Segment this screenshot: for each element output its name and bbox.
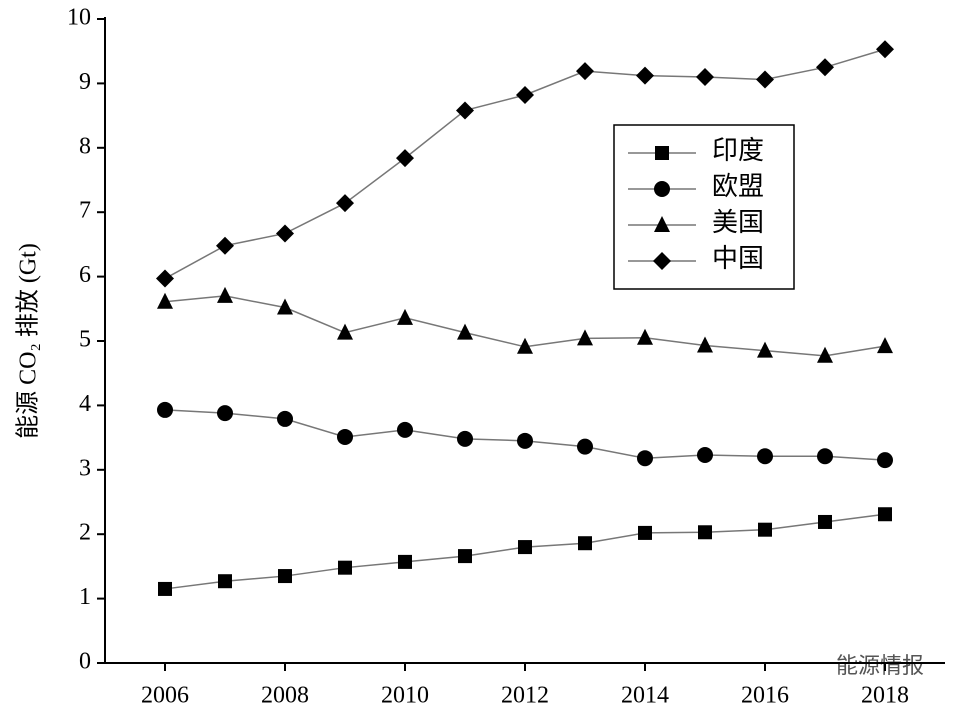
- point: [278, 569, 292, 584]
- y-axis-label: 能源 CO₂ 排放 (Gt): [15, 243, 42, 439]
- point: [276, 224, 294, 243]
- legend-label: 中国: [712, 244, 764, 273]
- point: [757, 448, 773, 465]
- point: [637, 450, 653, 467]
- legend-box: [613, 124, 795, 290]
- point: [696, 67, 714, 86]
- point: [697, 446, 713, 463]
- point: [277, 298, 293, 315]
- x-tick-label: 2018: [861, 683, 909, 709]
- point: [817, 448, 833, 465]
- y-tick-label: 3: [79, 455, 91, 481]
- point: [157, 292, 173, 309]
- point: [398, 554, 412, 569]
- x-tick-label: 2008: [261, 683, 309, 709]
- point: [877, 337, 893, 354]
- point: [157, 401, 173, 418]
- point: [876, 40, 894, 59]
- y-tick-label: 10: [67, 5, 91, 31]
- point: [577, 329, 593, 346]
- point: [338, 560, 352, 575]
- x-tick-label: 2014: [621, 683, 669, 709]
- x-tick-label: 2016: [741, 683, 789, 709]
- point: [217, 405, 233, 422]
- y-tick-label: 1: [79, 584, 91, 610]
- point: [818, 514, 832, 529]
- point: [218, 574, 232, 589]
- x-tick-label: 2012: [501, 683, 549, 709]
- point: [578, 536, 592, 551]
- x-tick-label: 2006: [141, 683, 189, 709]
- point: [817, 346, 833, 363]
- y-tick-label: 8: [79, 133, 91, 159]
- point: [156, 269, 174, 288]
- point: [337, 323, 353, 340]
- point: [336, 194, 354, 213]
- y-tick-label: 6: [79, 262, 91, 288]
- point: [517, 432, 533, 449]
- point: [217, 286, 233, 303]
- point: [757, 341, 773, 358]
- legend-label: 美国: [712, 208, 764, 237]
- y-tick-label: 5: [79, 327, 91, 353]
- point: [518, 540, 532, 555]
- point: [636, 66, 654, 85]
- point: [697, 336, 713, 353]
- point: [758, 522, 772, 537]
- legend-label: 印度: [712, 136, 764, 165]
- point: [698, 525, 712, 540]
- point: [277, 410, 293, 427]
- legend-label: 欧盟: [712, 172, 764, 201]
- point: [158, 581, 172, 596]
- point: [458, 549, 472, 564]
- legend-marker: [655, 146, 669, 160]
- y-tick-label: 9: [79, 69, 91, 95]
- point: [576, 62, 594, 81]
- point: [456, 101, 474, 120]
- legend-marker: [653, 252, 671, 270]
- watermark: 能源情报: [836, 653, 924, 678]
- point: [216, 236, 234, 255]
- point: [878, 507, 892, 522]
- point: [577, 438, 593, 455]
- point: [396, 149, 414, 168]
- point: [457, 323, 473, 340]
- point: [516, 85, 534, 104]
- point: [877, 452, 893, 469]
- x-tick-label: 2010: [381, 683, 429, 709]
- legend-marker: [654, 216, 670, 232]
- point: [517, 337, 533, 354]
- y-tick-label: 0: [79, 649, 91, 675]
- y-tick-label: 7: [79, 198, 91, 224]
- point: [397, 308, 413, 325]
- point: [397, 421, 413, 438]
- point: [457, 430, 473, 447]
- point: [637, 328, 653, 345]
- point: [638, 525, 652, 540]
- legend-marker: [654, 181, 670, 197]
- point: [756, 70, 774, 89]
- point: [337, 428, 353, 445]
- y-tick-label: 2: [79, 520, 91, 546]
- point: [816, 58, 834, 77]
- y-tick-label: 4: [79, 391, 91, 417]
